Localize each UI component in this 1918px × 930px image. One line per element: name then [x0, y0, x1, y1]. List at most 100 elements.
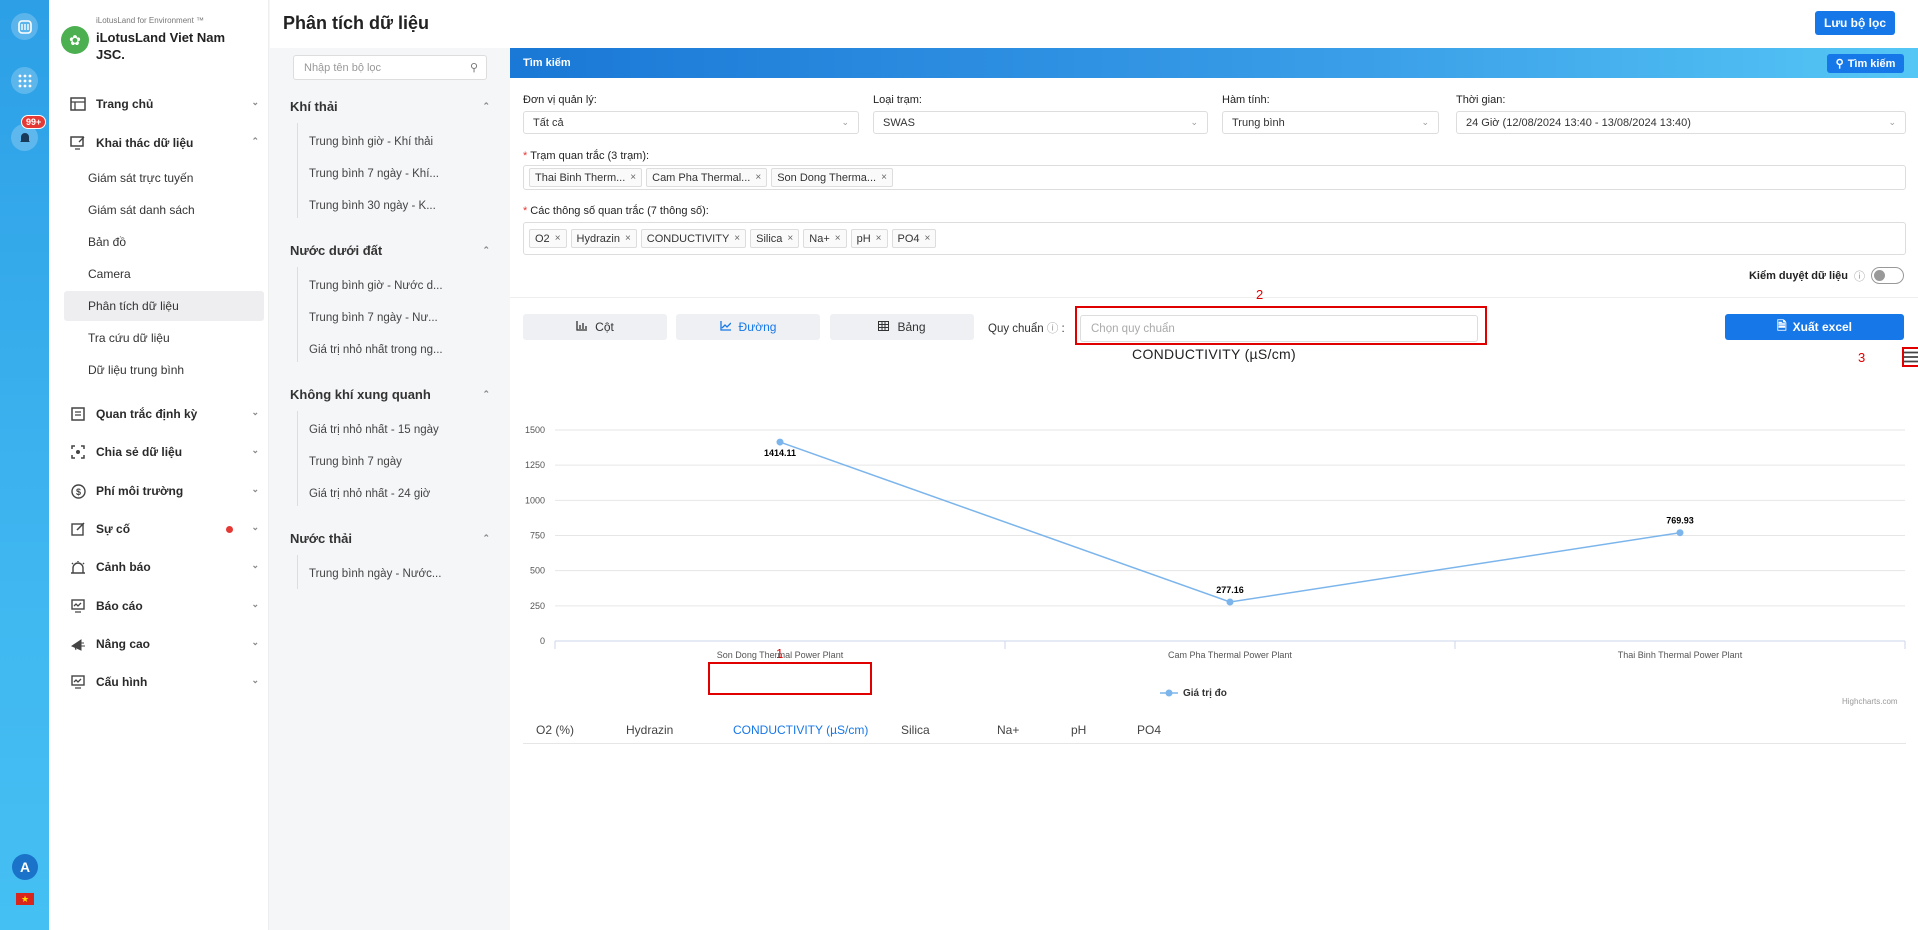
- nav-item-report[interactable]: Báo cáo ⌄: [69, 595, 259, 617]
- line-chart: 0 250 500 750 1000 1250 1500 Son Dong Thermal P…: [525, 425, 1906, 699]
- nav-item-home[interactable]: Trang chủ ⌄: [69, 93, 259, 115]
- report-icon: [69, 598, 87, 614]
- filter-search-input[interactable]: Nhập tên bộ lọc ⚲: [293, 55, 487, 80]
- param-tab[interactable]: Na+: [997, 723, 1020, 737]
- chevron-down-icon: ⌄: [251, 675, 259, 685]
- param-tag[interactable]: Na+ ×: [803, 229, 847, 248]
- apps-grid-icon[interactable]: [11, 67, 38, 94]
- station-tag[interactable]: Son Dong Therma... ×: [771, 168, 893, 187]
- tab-line[interactable]: Đường: [676, 314, 820, 340]
- export-excel-button[interactable]: 🗎 Xuất excel: [1725, 314, 1904, 340]
- param-tab[interactable]: Silica: [901, 723, 930, 737]
- tab-table[interactable]: Bảng: [830, 314, 974, 340]
- station-type-select[interactable]: SWAS ⌄: [873, 111, 1208, 134]
- filter-group-title[interactable]: Không khí xung quanh ⌃: [290, 387, 490, 402]
- nav-item-data-mining[interactable]: Khai thác dữ liệu ⌃: [69, 132, 259, 154]
- params-select[interactable]: O2 × Hydrazin × CONDUCTIVITY × Silica × Na+ ×…: [523, 222, 1906, 255]
- nav-item-config[interactable]: Cấu hình ⌄: [69, 671, 259, 693]
- tag-label: Thai Binh Therm...: [535, 171, 626, 184]
- nav-label: Nâng cao: [96, 637, 151, 651]
- subnav-item[interactable]: Bản đồ: [88, 235, 127, 249]
- close-icon[interactable]: ×: [624, 233, 631, 244]
- stations-select[interactable]: Thai Binh Therm... × Cam Pha Thermal... × …: [523, 165, 1906, 190]
- unit-select[interactable]: Tất cả ⌄: [523, 111, 859, 134]
- filter-item[interactable]: Trung bình 7 ngày: [309, 456, 402, 468]
- unit-value: Tất cả: [533, 116, 564, 129]
- close-icon[interactable]: ×: [734, 233, 741, 244]
- filter-group-label: Nước thải: [290, 531, 352, 546]
- subnav-item[interactable]: Giám sát danh sách: [88, 203, 195, 217]
- close-icon[interactable]: ×: [834, 233, 841, 244]
- param-tag[interactable]: Silica ×: [750, 229, 800, 248]
- tab-column[interactable]: Cột: [523, 314, 667, 340]
- data-label: 769.93: [1666, 516, 1694, 526]
- param-tab[interactable]: pH: [1071, 723, 1087, 737]
- chart-menu-icon[interactable]: [1903, 351, 1918, 365]
- filter-group-title[interactable]: Nước dưới đất ⌃: [290, 243, 490, 258]
- time-select[interactable]: 24 Giờ (12/08/2024 13:40 - 13/08/2024 13…: [1456, 111, 1906, 134]
- subnav-item-active[interactable]: Phân tích dữ liệu: [64, 291, 264, 321]
- search-button-label: Tìm kiếm: [1847, 57, 1896, 70]
- filter-item[interactable]: Giá trị nhỏ nhất trong ng...: [309, 344, 443, 356]
- param-tab-active[interactable]: CONDUCTIVITY (µS/cm): [733, 723, 869, 737]
- filter-item[interactable]: Giá trị nhỏ nhất - 24 giờ: [309, 488, 431, 500]
- nav-item-periodic[interactable]: Quan trắc định kỳ ⌄: [69, 403, 259, 425]
- param-tab[interactable]: PO4: [1137, 723, 1162, 737]
- param-tag[interactable]: CONDUCTIVITY ×: [640, 229, 747, 248]
- nav-item-advanced[interactable]: Nâng cao ⌄: [69, 633, 259, 655]
- param-tag[interactable]: Hydrazin ×: [570, 229, 637, 248]
- params-label: * Các thông số quan trắc (7 thông số):: [523, 205, 709, 217]
- filter-item[interactable]: Giá trị nhỏ nhất - 15 ngày: [309, 424, 439, 436]
- legend-label: Giá trị đo: [1183, 688, 1227, 699]
- nav-item-alarm[interactable]: Cảnh báo ⌄: [69, 556, 259, 578]
- search-button[interactable]: ⚲ Tìm kiếm: [1827, 54, 1904, 73]
- filter-item[interactable]: Trung bình giờ - Khí thải: [309, 136, 434, 148]
- close-icon[interactable]: ×: [881, 172, 887, 183]
- user-avatar[interactable]: A: [12, 854, 38, 880]
- param-tag[interactable]: O2 ×: [529, 229, 567, 248]
- save-filter-button[interactable]: Lưu bộ lọc: [1815, 11, 1895, 35]
- subnav-item[interactable]: Camera: [88, 267, 131, 281]
- param-tag[interactable]: PO4 ×: [891, 229, 937, 248]
- info-icon: ⓘ: [1854, 270, 1865, 283]
- filter-item[interactable]: Trung bình 30 ngày - K...: [309, 200, 436, 212]
- nav-item-fee[interactable]: $ Phí môi trường ⌄: [69, 480, 259, 502]
- nav-item-incident[interactable]: Sự cố ⌄: [69, 518, 259, 540]
- tag-label: Son Dong Therma...: [777, 171, 877, 184]
- annotation-number: 3: [1858, 350, 1866, 365]
- review-toggle[interactable]: [1871, 267, 1904, 284]
- station-tag[interactable]: Cam Pha Thermal... ×: [646, 168, 768, 187]
- parameter-tabs: O2 (%) Hydrazin CONDUCTIVITY (µS/cm) Sil…: [523, 716, 1906, 744]
- filter-group-label: Khí thải: [290, 99, 338, 114]
- close-icon[interactable]: ×: [787, 233, 794, 244]
- function-select[interactable]: Trung bình ⌄: [1222, 111, 1439, 134]
- param-tab[interactable]: Hydrazin: [626, 723, 674, 737]
- subnav-item[interactable]: Giám sát trực tuyến: [88, 171, 194, 185]
- station-tag[interactable]: Thai Binh Therm... ×: [529, 168, 643, 187]
- param-tag[interactable]: pH ×: [850, 229, 888, 248]
- standard-select[interactable]: Chọn quy chuẩn: [1080, 315, 1478, 342]
- notification-badge: 99+: [21, 115, 47, 129]
- param-tab[interactable]: O2 (%): [536, 723, 575, 737]
- search-icon: ⚲: [469, 62, 478, 74]
- close-icon[interactable]: ×: [755, 172, 762, 183]
- app-logo-icon[interactable]: [11, 13, 38, 40]
- close-icon[interactable]: ×: [630, 172, 637, 183]
- close-icon[interactable]: ×: [554, 233, 561, 244]
- subnav-item[interactable]: Dữ liệu trung bình: [88, 363, 185, 377]
- filter-group-label: Không khí xung quanh: [290, 387, 431, 402]
- filter-item[interactable]: Trung bình 7 ngày - Khí...: [309, 168, 439, 180]
- filter-item[interactable]: Trung bình ngày - Nước...: [309, 568, 442, 580]
- nav-item-share[interactable]: Chia sẻ dữ liệu ⌄: [69, 441, 259, 463]
- filter-item[interactable]: Trung bình 7 ngày - Nư...: [309, 312, 438, 324]
- subnav-item[interactable]: Tra cứu dữ liệu: [88, 331, 170, 345]
- close-icon[interactable]: ×: [875, 233, 882, 244]
- y-tick-label: 250: [530, 601, 545, 611]
- close-icon[interactable]: ×: [924, 233, 931, 244]
- review-label: Kiểm duyệt dữ liệu: [1748, 269, 1848, 282]
- nav-label: Cảnh báo: [96, 560, 151, 574]
- filter-group-title[interactable]: Nước thải ⌃: [290, 531, 490, 546]
- filter-item[interactable]: Trung bình giờ - Nước d...: [309, 280, 443, 292]
- language-flag-icon[interactable]: ★: [16, 893, 34, 905]
- filter-group-title[interactable]: Khí thải ⌃: [290, 99, 490, 114]
